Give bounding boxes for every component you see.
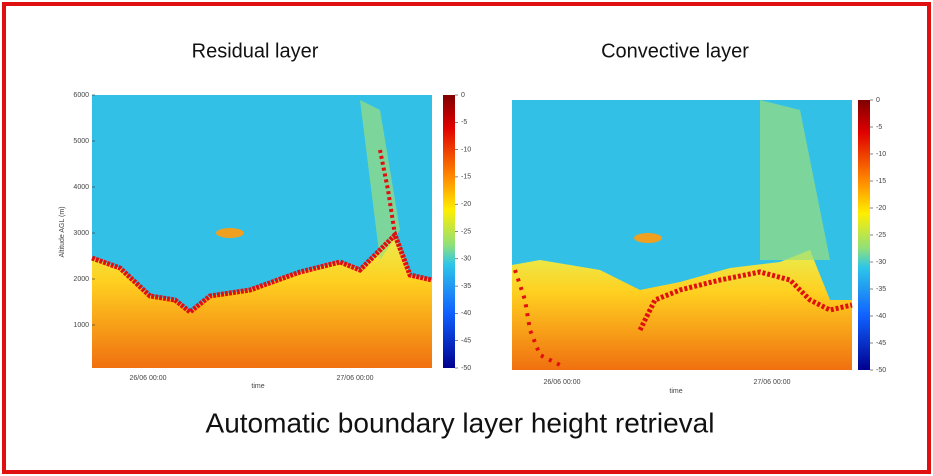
colorbar-tick-label: -15 xyxy=(461,174,471,181)
colorbar-tick-label: -20 xyxy=(461,201,471,208)
y-tick-label: 1000 xyxy=(73,322,89,329)
colorbar-tick-label: -5 xyxy=(461,119,467,126)
colorbar-tick-label: -45 xyxy=(876,340,886,347)
colorbar-tick-label: 0 xyxy=(876,97,880,104)
y-tick-label: 3000 xyxy=(73,230,89,237)
colorbar-tick-label: -50 xyxy=(876,367,886,374)
colorbar-tick-label: -25 xyxy=(876,232,886,239)
x-tick-label: 26/06 00:00 xyxy=(544,379,581,386)
x-tick-label: 27/06 00:00 xyxy=(754,379,791,386)
x-axis-label: time xyxy=(669,388,682,395)
colorbar-tick-label: -5 xyxy=(876,124,882,131)
colorbar-tick-label: -35 xyxy=(876,286,886,293)
colorbar-right xyxy=(858,100,870,370)
y-axis-label: Altitude AGL (m) xyxy=(59,206,66,257)
colorbar-tick-label: -10 xyxy=(461,146,471,153)
colorbar-tick-label: -40 xyxy=(876,313,886,320)
colorbar-tick-label: -30 xyxy=(876,259,886,266)
colorbar-tick-label: -45 xyxy=(461,338,471,345)
colorbar-left xyxy=(443,95,455,368)
colorbar-tick-label: -35 xyxy=(461,283,471,290)
heatmap-left xyxy=(91,95,433,368)
colorbar-tick-label: -25 xyxy=(461,228,471,235)
x-tick-label: 26/06 00:00 xyxy=(130,375,167,382)
y-tick-label: 4000 xyxy=(73,184,89,191)
y-tick-label: 6000 xyxy=(73,92,89,99)
x-axis-label: time xyxy=(251,383,264,390)
heatmap-right xyxy=(512,100,853,370)
panel-title: Residual layer xyxy=(192,40,319,62)
colorbar-tick-label: -15 xyxy=(876,178,886,185)
colorbar-tick-label: -30 xyxy=(461,256,471,263)
colorbar-tick-label: 0 xyxy=(461,92,465,99)
caption: Automatic boundary layer height retrieva… xyxy=(206,407,715,438)
y-tick-label: 2000 xyxy=(73,276,89,283)
colorbar-tick-label: -20 xyxy=(876,205,886,212)
panel-title: Convective layer xyxy=(601,40,749,62)
colorbar-tick-label: -40 xyxy=(461,310,471,317)
y-tick-label: 5000 xyxy=(73,138,89,145)
x-tick-label: 27/06 00:00 xyxy=(337,375,374,382)
colorbar-tick-label: -50 xyxy=(461,365,471,372)
colorbar-tick-label: -10 xyxy=(876,151,886,158)
